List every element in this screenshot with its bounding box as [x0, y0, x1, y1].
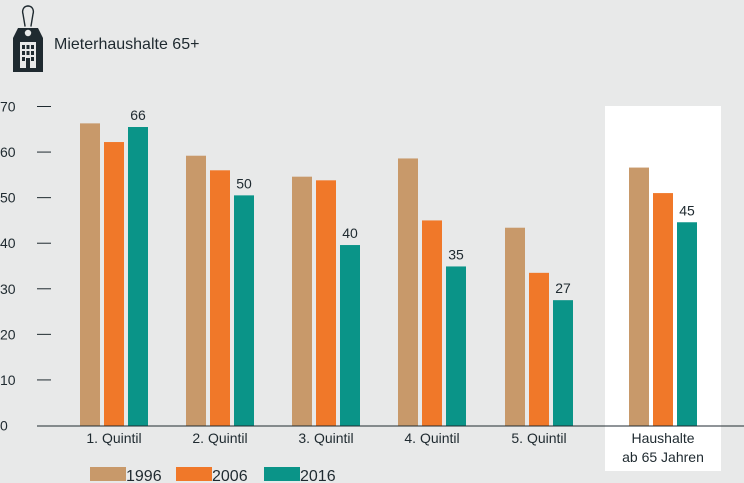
x-category-label-line: ab 65 Jahren — [622, 449, 704, 465]
x-category-label-line: 1. Quintil — [86, 430, 141, 446]
bar-2016-2 — [234, 195, 254, 426]
building-tag-icon — [13, 5, 43, 72]
data-label: 66 — [130, 107, 146, 123]
x-category-label: 5. Quintil — [511, 430, 566, 446]
bar-1996-5 — [505, 227, 525, 426]
x-category-label: 4. Quintil — [404, 430, 459, 446]
x-category-label-line: 3. Quintil — [298, 430, 353, 446]
data-label: 35 — [448, 246, 464, 262]
legend-label-1996: 1996 — [126, 468, 162, 483]
x-category-label: 2. Quintil — [192, 430, 247, 446]
y-tick-label: 50 — [0, 190, 16, 206]
bar-2006-3 — [316, 180, 336, 426]
y-tick-label: 20 — [0, 326, 16, 342]
y-tick-label: 70 — [0, 99, 16, 115]
y-tick-label: 0 — [0, 418, 8, 434]
x-category-label: 3. Quintil — [298, 430, 353, 446]
chart-title: Mieterhaushalte 65+ — [54, 36, 200, 53]
bar-2016-4 — [446, 266, 466, 426]
legend-swatch-2016 — [264, 467, 300, 481]
bar-1996-1 — [80, 123, 100, 426]
legend-swatch-2006 — [176, 467, 212, 481]
bar-1996-3 — [292, 176, 312, 426]
bar-1996-2 — [186, 155, 206, 426]
y-tick-label: 40 — [0, 235, 16, 251]
data-label: 50 — [236, 175, 252, 191]
bar-2006-2 — [210, 170, 230, 426]
data-label: 40 — [342, 225, 358, 241]
x-category-label-line: 2. Quintil — [192, 430, 247, 446]
y-tick-label: 30 — [0, 281, 16, 297]
y-tick-label: 60 — [0, 144, 16, 160]
bar-1996-4 — [398, 158, 418, 426]
y-tick-label: 10 — [0, 372, 16, 388]
x-category-label: 1. Quintil — [86, 430, 141, 446]
x-category-label-line: 4. Quintil — [404, 430, 459, 446]
bar-2016-6 — [677, 222, 697, 426]
data-label: 45 — [679, 202, 695, 218]
bar-2016-5 — [553, 300, 573, 426]
chart-header: Mieterhaushalte 65+ — [6, 4, 366, 74]
legend-swatch-1996 — [90, 467, 126, 481]
bar-2006-5 — [529, 272, 549, 426]
bar-2006-1 — [104, 142, 124, 426]
bar-2016-3 — [340, 245, 360, 426]
bar-2016-1 — [128, 127, 148, 426]
legend-label-2006: 2006 — [212, 468, 248, 483]
bar-2006-4 — [422, 220, 442, 426]
legend-label-2016: 2016 — [300, 468, 336, 483]
bar-2006-6 — [653, 193, 673, 426]
x-category-label: Haushalte ab 65 Jahren — [622, 430, 704, 465]
x-category-label-line: 5. Quintil — [511, 430, 566, 446]
bar-1996-6 — [629, 167, 649, 426]
data-label: 27 — [555, 280, 571, 296]
x-category-label-line: Haushalte — [631, 430, 694, 446]
